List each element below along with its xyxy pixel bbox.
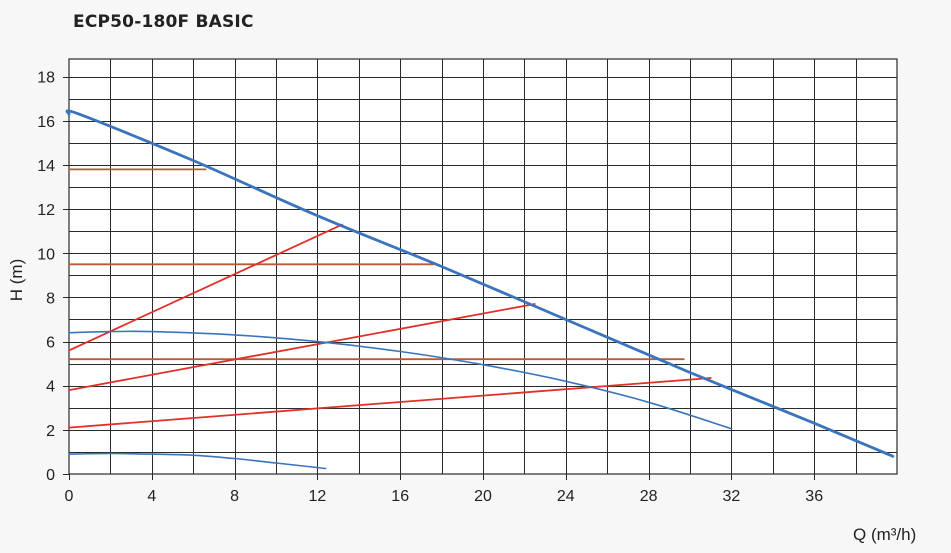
y-tick-label: 12 xyxy=(37,202,55,219)
x-tick-label: 0 xyxy=(65,488,74,505)
series-line-pump-curve xyxy=(68,452,327,470)
x-tick-label: 28 xyxy=(640,488,658,505)
grid xyxy=(63,58,898,480)
x-tick-label: 8 xyxy=(230,488,239,505)
y-tick-label: 4 xyxy=(46,379,55,396)
y-tick-label: 2 xyxy=(46,423,55,440)
series-line-pump-curve xyxy=(65,109,895,458)
x-tick-label: 16 xyxy=(391,488,409,505)
series-line-system-curve xyxy=(68,223,344,352)
x-tick-label: 24 xyxy=(557,488,575,505)
y-tick-label: 6 xyxy=(46,335,55,352)
y-tick-label: 10 xyxy=(37,246,55,263)
y-tick-label: 0 xyxy=(46,467,55,484)
y-tick-label: 8 xyxy=(46,290,55,307)
x-tick-label: 36 xyxy=(805,488,823,505)
x-tick-label: 32 xyxy=(723,488,741,505)
x-tick-label: 20 xyxy=(474,488,492,505)
series-group xyxy=(65,109,895,470)
series-line-system-curve xyxy=(68,377,712,429)
x-axis-label: Q (m³/h) xyxy=(853,525,916,544)
series-line-system-curve xyxy=(68,303,536,391)
chart-title: ECP50-180F BASIC xyxy=(73,12,254,32)
y-axis-label: H (m) xyxy=(7,259,26,301)
y-tick-label: 16 xyxy=(37,114,55,131)
x-tick-label: 12 xyxy=(309,488,327,505)
series-line-pump-curve xyxy=(68,330,733,430)
x-tick-label: 4 xyxy=(147,488,156,505)
y-tick-label: 18 xyxy=(37,70,55,87)
y-tick-label: 14 xyxy=(37,158,55,175)
